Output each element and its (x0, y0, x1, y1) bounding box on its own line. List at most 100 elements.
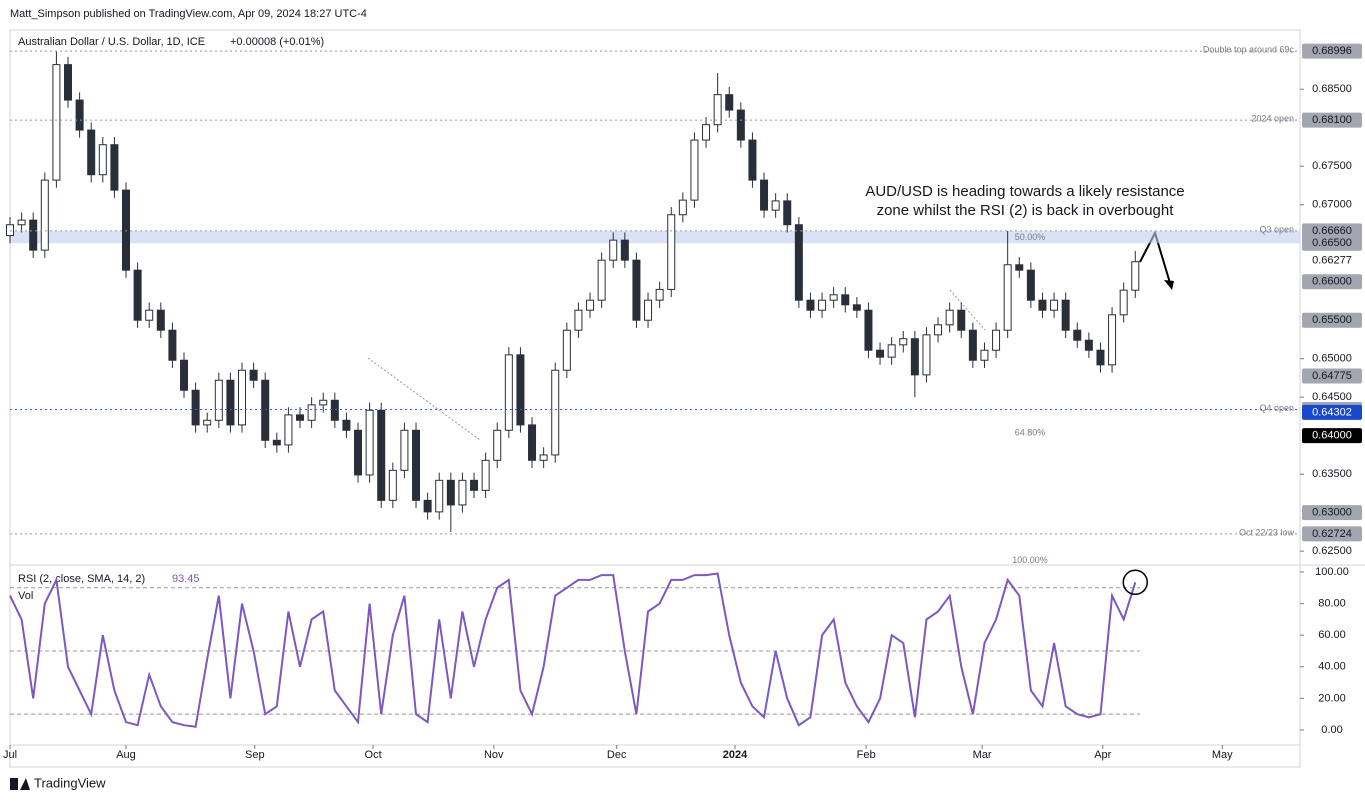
candle (75, 92, 84, 138)
candle-body (238, 369, 247, 426)
candle-body (655, 288, 664, 301)
x-tick-label: Aug (116, 749, 136, 761)
candle (354, 422, 363, 483)
candle (1084, 332, 1093, 358)
level-label: 0.64302 (1312, 406, 1352, 418)
candle-body (794, 224, 803, 301)
candle-body (226, 379, 235, 426)
candle (133, 262, 142, 328)
candle (748, 132, 757, 188)
y-tick-label: 0.65000 (1312, 353, 1352, 365)
candle (493, 422, 502, 469)
candle (609, 232, 618, 268)
level-note: Oct 22/23 low (1239, 527, 1295, 537)
candle (539, 447, 548, 469)
candle (1096, 342, 1105, 373)
candle-body (852, 304, 861, 311)
candle-body (597, 259, 606, 301)
candle-body (620, 239, 629, 261)
candle-body (1050, 299, 1059, 311)
candle-body (388, 469, 397, 501)
candle-body (435, 479, 444, 513)
level-label: 0.65500 (1312, 314, 1352, 326)
candle (1119, 282, 1128, 323)
candle (481, 452, 490, 499)
candle-body (887, 344, 896, 358)
y-tick-label: 80.00 (1318, 597, 1346, 609)
level-box (1302, 428, 1362, 444)
candle (655, 281, 664, 308)
x-tick-label: Oct (365, 749, 382, 761)
candle (180, 352, 189, 398)
candle-body (342, 419, 351, 431)
candle-body (64, 64, 73, 101)
y-tick-label: 0.63500 (1312, 468, 1352, 480)
candle-body (551, 369, 560, 456)
annotation: AUD/USD is heading towards a likely resi… (865, 183, 1184, 200)
rsi-line (9, 572, 1137, 728)
candle-body (713, 94, 722, 126)
y-tick-label: 0.62500 (1312, 545, 1352, 557)
candle (806, 292, 815, 318)
candle-body (702, 124, 711, 141)
candle (1108, 307, 1117, 373)
candle (168, 322, 177, 368)
candle (191, 382, 200, 433)
candle (249, 362, 258, 388)
candle (783, 193, 792, 233)
candle (528, 417, 537, 469)
candle (423, 492, 432, 520)
change: +0.00008 (+0.01%) (230, 36, 324, 48)
candle-body (934, 324, 943, 336)
candle-body (1061, 299, 1070, 331)
rsi-value: 93.45 (172, 573, 200, 585)
candle (1073, 322, 1082, 348)
level-box (1302, 526, 1362, 542)
candle-body (1038, 299, 1047, 311)
candle-body (180, 359, 189, 391)
candle-body (330, 399, 339, 421)
candle-body (6, 224, 14, 237)
candle-body (980, 349, 989, 361)
x-tick-label: Nov (484, 749, 504, 761)
candle (365, 402, 374, 483)
candle-body (191, 389, 200, 426)
candle-body (377, 409, 386, 501)
candle (551, 362, 560, 463)
y-tick-label: 0.64500 (1312, 391, 1352, 403)
candle-body (644, 299, 653, 321)
fib-label: 100.00% (1012, 555, 1048, 565)
candle (841, 287, 850, 313)
candle (400, 422, 409, 479)
candle-body (1131, 261, 1140, 291)
level-label: 0.66277 (1312, 254, 1352, 266)
candle-body (586, 299, 595, 311)
candle-body (910, 338, 919, 376)
candle (272, 432, 281, 453)
candle (992, 322, 1001, 358)
candle (1050, 292, 1059, 318)
candle-body (1119, 289, 1128, 316)
y-tick-label: 60.00 (1318, 629, 1346, 641)
candle-body (748, 139, 757, 181)
candle-body (1003, 264, 1012, 331)
candle-body (145, 309, 154, 321)
candle-body (296, 414, 305, 421)
candle-body (52, 64, 61, 181)
candle-body (249, 369, 258, 381)
candle-body (412, 429, 421, 501)
candle (516, 347, 525, 433)
candle-body (783, 200, 792, 226)
candle-body (110, 144, 119, 191)
candle (760, 172, 769, 218)
candle-body (284, 414, 293, 446)
level-note: Q4 open (1259, 403, 1294, 413)
candle-body (1108, 314, 1117, 366)
candle-body (168, 329, 177, 361)
candle-body (261, 379, 270, 441)
candle-body (458, 479, 467, 506)
level-label: 0.62724 (1312, 528, 1352, 540)
candle (736, 102, 745, 148)
candle (980, 342, 989, 368)
candle (40, 172, 49, 258)
